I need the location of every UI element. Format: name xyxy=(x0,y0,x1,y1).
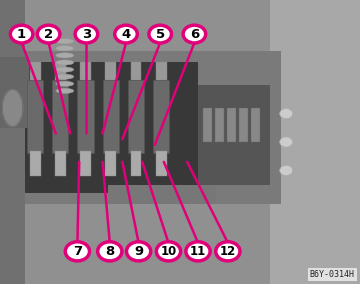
Text: 1: 1 xyxy=(17,28,26,41)
Bar xyxy=(203,108,212,142)
Bar xyxy=(0,51,281,204)
Bar xyxy=(153,80,169,153)
Circle shape xyxy=(186,242,210,261)
Bar xyxy=(105,62,116,80)
Bar xyxy=(103,80,119,153)
Bar xyxy=(131,151,141,176)
Bar xyxy=(77,80,94,153)
Bar xyxy=(30,62,41,80)
Bar xyxy=(52,80,68,153)
Bar xyxy=(0,57,29,128)
Bar xyxy=(80,62,91,80)
Ellipse shape xyxy=(56,60,74,65)
Text: 9: 9 xyxy=(134,245,143,258)
Text: 2: 2 xyxy=(44,28,53,41)
Ellipse shape xyxy=(56,74,74,79)
Bar xyxy=(239,108,248,142)
Bar xyxy=(270,0,360,284)
Bar xyxy=(80,151,91,176)
Circle shape xyxy=(98,242,122,261)
Bar xyxy=(156,62,167,80)
Bar xyxy=(198,85,270,185)
Text: 6: 6 xyxy=(190,28,199,41)
Ellipse shape xyxy=(56,46,74,51)
Ellipse shape xyxy=(56,53,74,58)
Bar xyxy=(18,62,198,193)
Ellipse shape xyxy=(56,81,74,86)
Bar xyxy=(128,80,144,153)
Bar xyxy=(55,62,66,80)
Circle shape xyxy=(10,25,33,43)
Text: 10: 10 xyxy=(160,245,177,258)
Bar xyxy=(131,62,141,80)
Polygon shape xyxy=(3,89,23,126)
Circle shape xyxy=(280,108,293,119)
Circle shape xyxy=(216,242,240,261)
Bar xyxy=(108,185,216,204)
Bar xyxy=(251,108,260,142)
Ellipse shape xyxy=(56,39,74,44)
Text: B6Y-0314H: B6Y-0314H xyxy=(310,270,355,279)
Text: 12: 12 xyxy=(220,245,236,258)
Text: 8: 8 xyxy=(105,245,114,258)
Bar xyxy=(30,151,41,176)
Bar xyxy=(215,108,224,142)
Circle shape xyxy=(149,25,171,43)
Circle shape xyxy=(75,25,98,43)
Text: 5: 5 xyxy=(156,28,165,41)
Bar xyxy=(27,80,43,153)
Circle shape xyxy=(126,242,151,261)
Bar xyxy=(0,0,25,284)
Circle shape xyxy=(65,242,90,261)
Text: 3: 3 xyxy=(82,28,91,41)
Circle shape xyxy=(37,25,60,43)
Bar xyxy=(156,151,167,176)
Text: 11: 11 xyxy=(190,245,206,258)
Circle shape xyxy=(115,25,137,43)
Bar xyxy=(227,108,236,142)
Circle shape xyxy=(183,25,206,43)
Ellipse shape xyxy=(56,88,74,93)
Bar xyxy=(105,151,116,176)
Bar xyxy=(55,151,66,176)
Ellipse shape xyxy=(56,67,74,72)
Circle shape xyxy=(280,137,293,147)
Circle shape xyxy=(280,165,293,176)
Circle shape xyxy=(156,242,181,261)
Text: 4: 4 xyxy=(121,28,131,41)
Text: 7: 7 xyxy=(73,245,82,258)
